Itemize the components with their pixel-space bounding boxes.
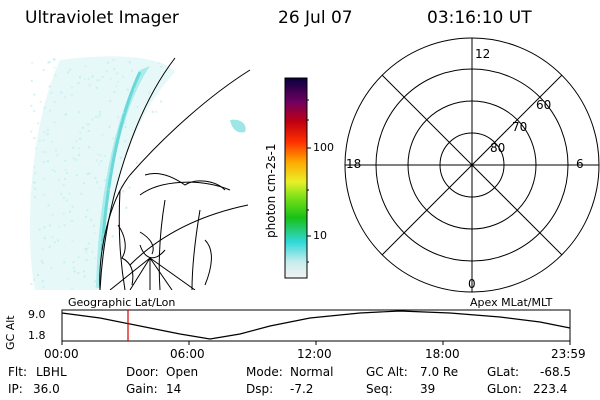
param-label: GLat: — [487, 365, 520, 379]
date-label: 26 Jul 07 — [278, 8, 353, 28]
param-label: GLon: — [487, 382, 522, 396]
colorbar-tick-10: 10 — [313, 229, 327, 242]
param-value: 223.4 — [533, 382, 568, 396]
alt-tick-high: 9.0 — [28, 308, 46, 321]
param-value: LBHL — [36, 365, 67, 379]
polar-grid — [344, 37, 600, 293]
lat-label-80: 80 — [490, 141, 506, 155]
x-tick-3: 18:00 — [425, 347, 460, 361]
auroral-image — [29, 56, 251, 290]
param-value: -68.5 — [540, 365, 572, 379]
param-value: 14 — [166, 382, 182, 396]
param-label: GC Alt: — [366, 365, 408, 379]
lat-label-60: 60 — [536, 98, 552, 112]
mlt-label-6: 6 — [576, 157, 584, 171]
x-tick-2: 12:00 — [297, 347, 332, 361]
mlt-label-12: 12 — [475, 47, 491, 61]
param-label: Flt: — [8, 365, 27, 379]
x-tick-1: 06:00 — [170, 347, 205, 361]
altitude-strip — [61, 309, 571, 345]
param-label: Gain: — [126, 382, 158, 396]
right-caption: Apex MLat/MLT — [470, 296, 553, 309]
left-caption: Geographic Lat/Lon — [68, 296, 176, 309]
param-label: Seq: — [366, 382, 393, 396]
colorbar — [284, 77, 311, 279]
mlt-label-18: 18 — [346, 157, 362, 171]
time-label: 03:16:10 UT — [427, 8, 532, 28]
param-value: 36.0 — [33, 382, 60, 396]
param-value: 39 — [420, 382, 436, 396]
param-label: IP: — [8, 382, 23, 396]
param-label: Mode: — [246, 365, 283, 379]
alt-tick-low: 1.8 — [28, 329, 46, 342]
colorbar-tick-100: 100 — [313, 141, 334, 154]
param-value: Open — [166, 365, 199, 379]
x-tick-0: 00:00 — [44, 347, 79, 361]
alt-axis-label: GC Alt — [4, 315, 17, 350]
param-value: 7.0 Re — [420, 365, 459, 379]
mlt-label-0: 0 — [468, 277, 476, 291]
instrument-title: Ultraviolet Imager — [25, 8, 179, 28]
colorbar-unit-label: photon cm-2s-1 — [264, 143, 278, 239]
lat-label-70: 70 — [512, 120, 528, 134]
x-tick-4: 23:59 — [551, 347, 586, 361]
param-value: -7.2 — [290, 382, 314, 396]
param-label: Dsp: — [246, 382, 274, 396]
param-label: Door: — [126, 365, 159, 379]
param-value: Normal — [290, 365, 334, 379]
